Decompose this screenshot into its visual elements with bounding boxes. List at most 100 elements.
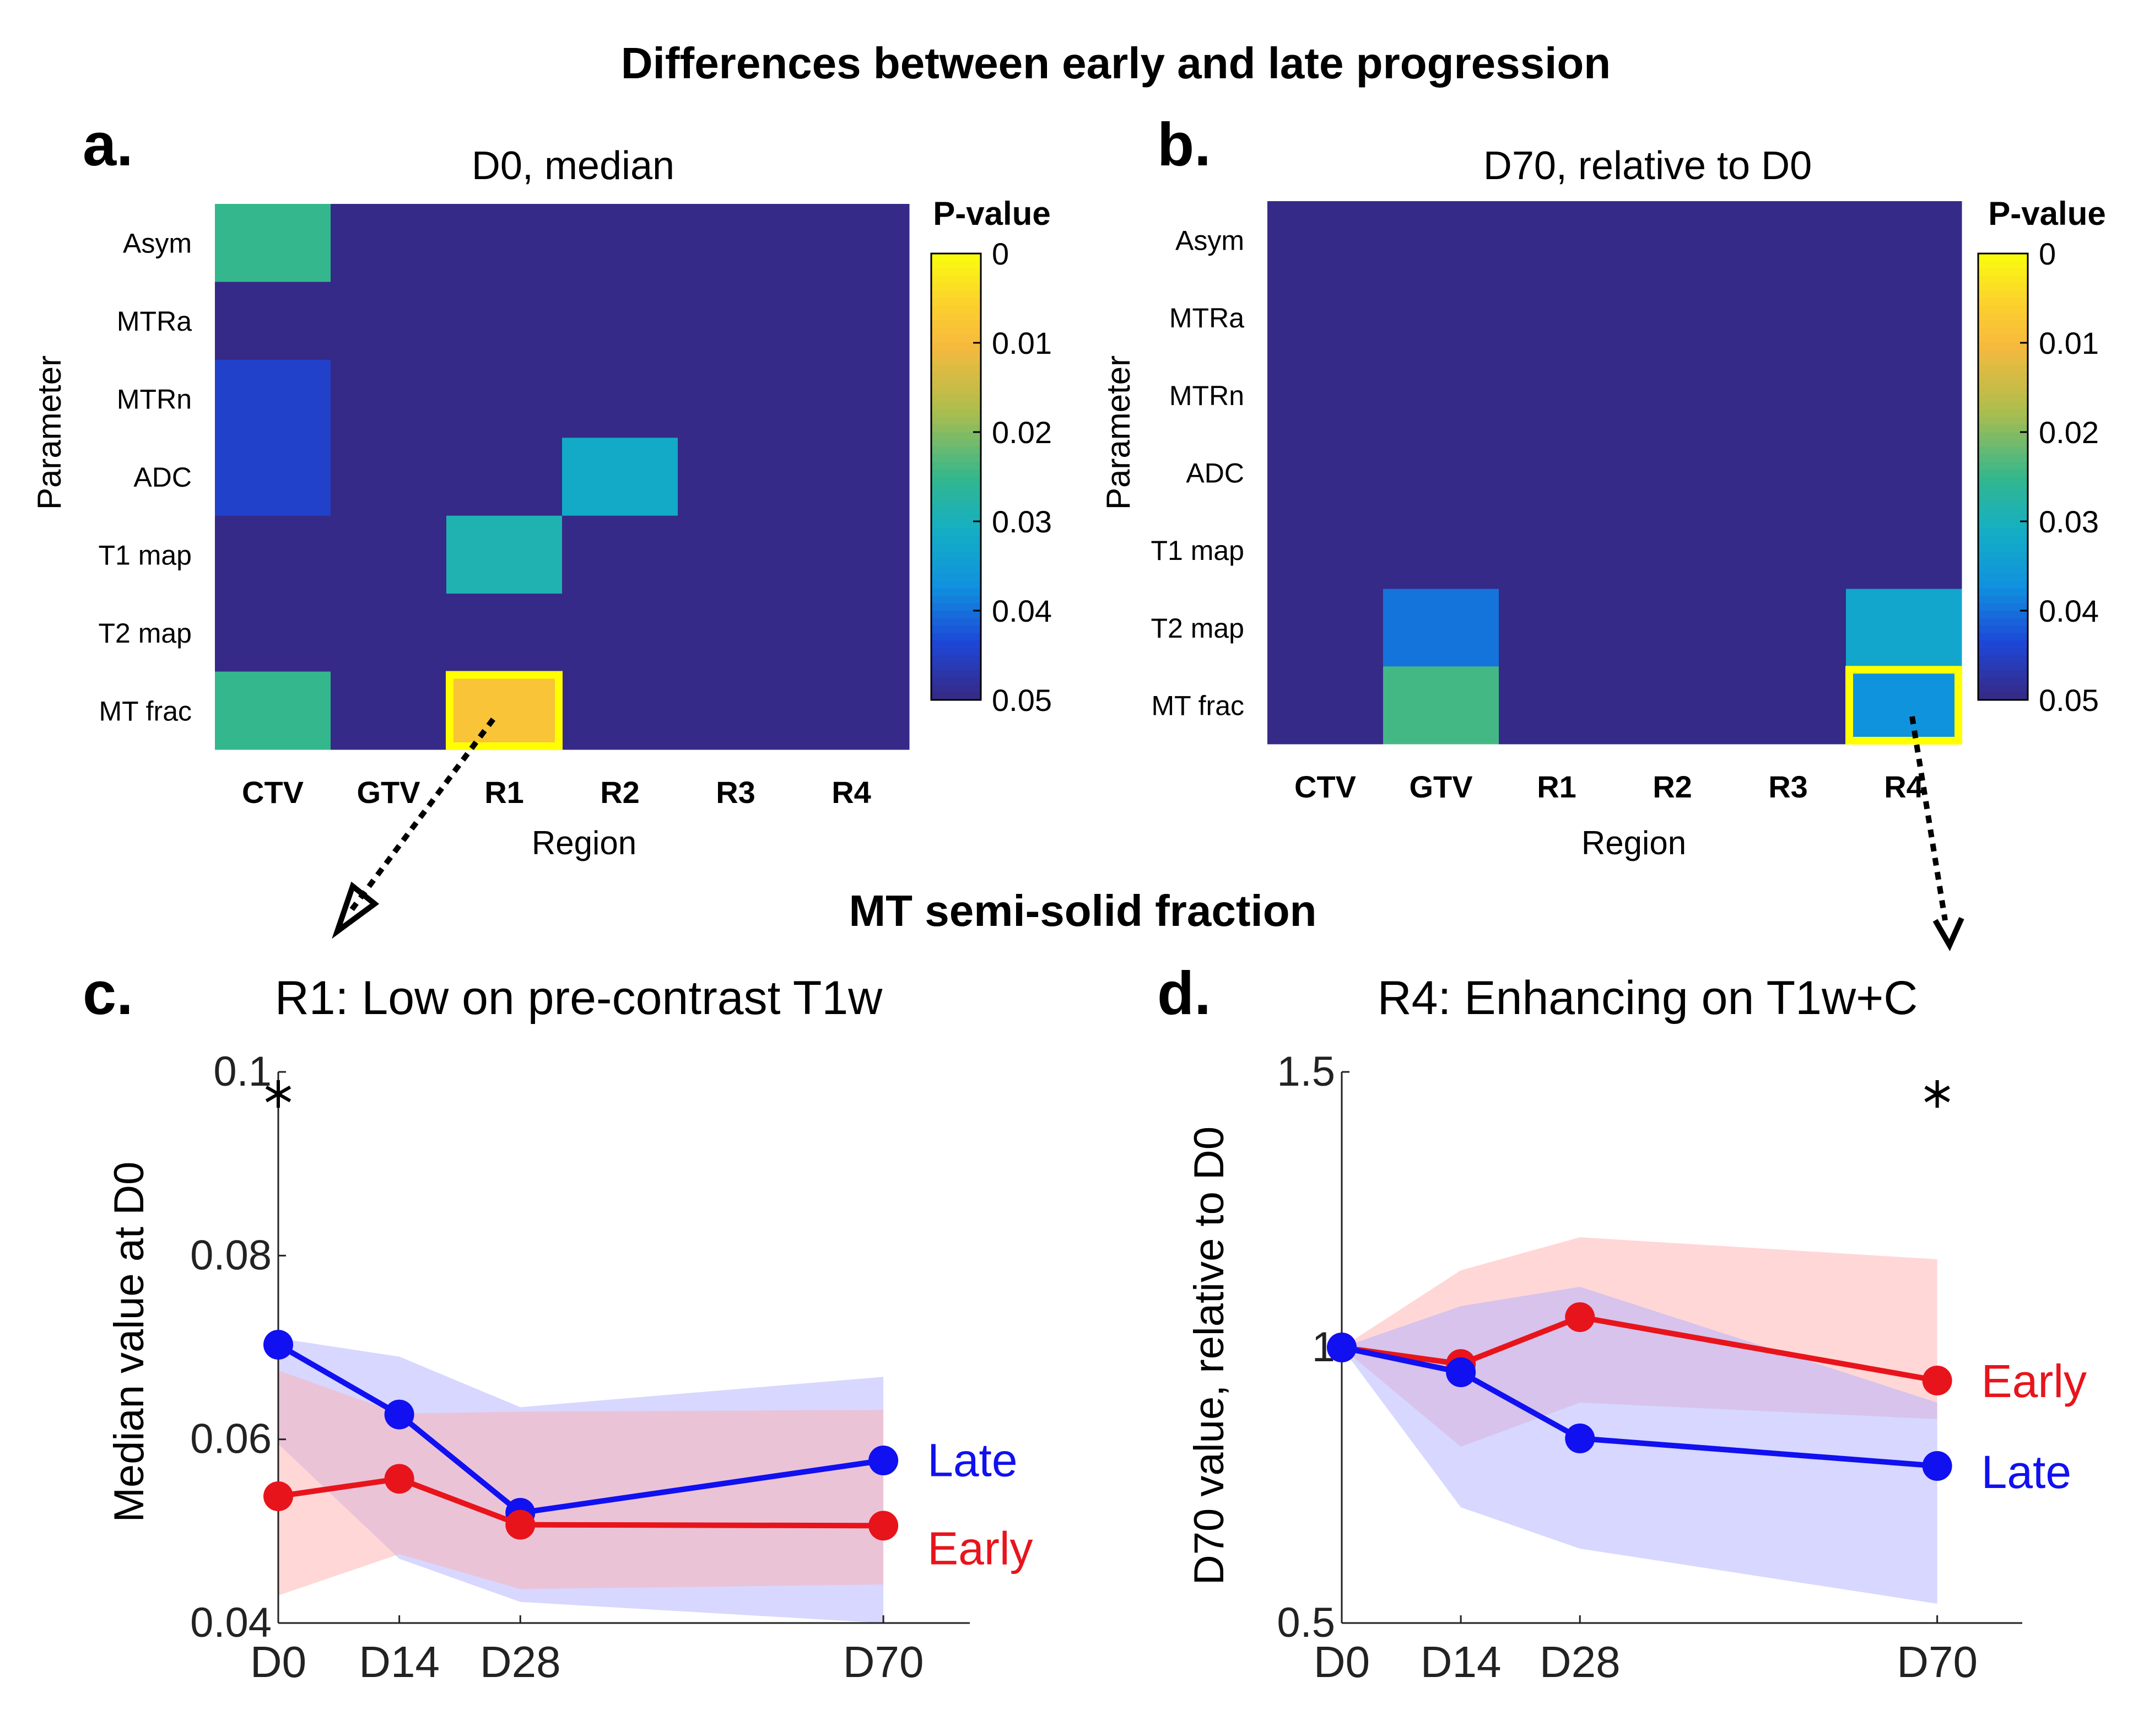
colorbar-a-segment: [931, 492, 981, 500]
heatmap-b-cell-T2-map-R1: [1499, 589, 1615, 667]
heatmap-b-cell-MTRn-GTV: [1383, 356, 1499, 434]
colorbar-b-segment: [1978, 677, 2028, 686]
line-c-point-early: [868, 1511, 899, 1541]
heatmap-b-cell-T2-map-R4: [1846, 589, 1962, 667]
heatmap-b-xlabel-CTV: CTV: [1294, 769, 1356, 804]
heatmap-a-cell-Asym-R2: [562, 204, 678, 282]
colorbar-b-segment: [1978, 298, 2028, 306]
colorbar-a-segment: [931, 261, 981, 269]
heatmap-a-cell-MTRa-R2: [562, 282, 678, 360]
colorbar-a-segment: [931, 640, 981, 649]
colorbar-a-segment: [931, 655, 981, 664]
heatmap-a-cell-MTRn-GTV: [331, 359, 447, 438]
heatmap-a-ylabel-Asym: Asym: [123, 228, 192, 259]
line-panel-c: c. R1: Low on pre-contrast T1w Median va…: [83, 959, 1033, 1686]
line-c-significance-asterisk: [265, 1080, 291, 1108]
colorbar-b-segment: [1978, 648, 2028, 656]
colorbar-b-segment: [1978, 469, 2028, 477]
line-c-point-early: [384, 1464, 414, 1494]
colorbar-b-segment: [1978, 454, 2028, 462]
colorbar-a-segment: [931, 439, 981, 448]
line-c-y-tick-label: 0.04: [190, 1599, 272, 1646]
line-d-significance-asterisk: [1924, 1080, 1950, 1108]
heatmap-b-cell-Asym-R1: [1499, 201, 1615, 279]
colorbar-b-segment: [1978, 261, 2028, 269]
line-c-legend-late: Late: [927, 1434, 1018, 1486]
heatmap-b-cell-Asym-GTV: [1383, 201, 1499, 279]
colorbar-b-segment: [1978, 551, 2028, 559]
heatmap-a-xlabel: Region: [532, 824, 636, 861]
colorbar-a-segment: [931, 350, 981, 358]
panel-label-c: c.: [83, 959, 133, 1027]
heatmap-panel-a: a. D0, median Asym MTRa MTRn ADC T1 map T2 ma…: [31, 111, 1052, 861]
colorbar-b-segment: [1978, 373, 2028, 381]
colorbar-a-segment: [931, 343, 981, 351]
heatmap-a-cell-Asym-R1: [446, 204, 563, 282]
colorbar-a-segment: [931, 290, 981, 299]
colorbar-a-segment: [931, 424, 981, 433]
colorbar-a-segment: [931, 543, 981, 552]
colorbar-b-segment: [1978, 380, 2028, 388]
colorbar-b-segment: [1978, 358, 2028, 366]
colorbar-a-segment: [931, 529, 981, 537]
colorbar-b-segment: [1978, 350, 2028, 358]
line-c-point-late: [384, 1399, 414, 1430]
line-c-y-tick-label: 0.1: [213, 1048, 272, 1095]
colorbar-b-segment: [1978, 596, 2028, 604]
colorbar-a-segment: [931, 477, 981, 485]
heatmap-b-cell-T1-map-CTV: [1267, 511, 1384, 590]
heatmap-a-xlabel-CTV: CTV: [242, 775, 304, 810]
heatmap-a-cell-T1-map-CTV: [215, 515, 331, 594]
colorbar-a-segment: [931, 254, 981, 262]
heatmap-b-cell-MTRa-GTV: [1383, 278, 1499, 357]
heatmap-b-cell-T2-map-R2: [1615, 589, 1731, 667]
colorbar-b-segment: [1978, 305, 2028, 314]
heatmap-a-cell-ADC-GTV: [331, 438, 447, 516]
heatmap-a-cell-T1-map-R4: [793, 515, 910, 594]
colorbar-a-segment: [931, 551, 981, 559]
colorbar-a-segment: [931, 335, 981, 343]
arrow-to-panel-d: [1909, 716, 1964, 951]
colorbar-b-segment: [1978, 633, 2028, 641]
heatmap-a-highlight-box: [446, 671, 563, 750]
heatmap-b-cell-MTRn-R1: [1499, 356, 1615, 434]
colorbar-b-segment: [1978, 395, 2028, 403]
colorbar-b-segment: [1978, 417, 2028, 425]
colorbar-a-segment: [931, 283, 981, 292]
heatmap-b-cell-MT-frac-GTV: [1383, 666, 1499, 745]
heatmap-a-xlabel-R1: R1: [484, 775, 524, 810]
heatmap-a-cell-T2-map-R4: [793, 594, 910, 672]
line-c-band-early: [278, 1370, 884, 1595]
heatmap-b-cell-MTRa-CTV: [1267, 278, 1384, 357]
colorbar-a-segment: [931, 596, 981, 604]
heatmap-a-cell-MT-frac-R3: [678, 671, 794, 750]
line-d-x-tick-label: D28: [1540, 1637, 1621, 1686]
colorbar-b-segment: [1978, 290, 2028, 299]
heatmap-b-cell-MT-frac-R1: [1499, 666, 1615, 745]
colorbar-a-segment: [931, 662, 981, 671]
colorbar-a-segment: [931, 298, 981, 306]
colorbar-b-tick-label: 0.04: [2039, 594, 2099, 628]
heatmap-b-cell-MTRa-R3: [1730, 278, 1846, 357]
colorbar-a-segment: [931, 536, 981, 544]
colorbar-b-segment: [1978, 536, 2028, 544]
colorbar-a-tick-label: 0: [992, 236, 1009, 271]
colorbar-b-segment: [1978, 618, 2028, 626]
colorbar-b-segment: [1978, 521, 2028, 530]
heatmap-b-cell-MT-frac-R4: [1846, 666, 1962, 745]
colorbar-a-segment: [931, 611, 981, 619]
colorbar-a-segment: [931, 618, 981, 626]
line-d-y-tick-label: 1.5: [1277, 1048, 1335, 1095]
colorbar-a-segment: [931, 387, 981, 396]
line-c-point-early: [263, 1481, 293, 1511]
heatmap-a-title: D0, median: [472, 144, 674, 188]
heatmap-a-cell-T1-map-R2: [562, 515, 678, 594]
colorbar-b-segment: [1978, 402, 2028, 411]
colorbar-b-segment: [1978, 514, 2028, 522]
colorbar-a-tick-label: 0.03: [992, 504, 1052, 539]
heatmap-b-cell-MTRn-R3: [1730, 356, 1846, 434]
heatmap-a-cell-T2-map-CTV: [215, 594, 331, 672]
colorbar-a-segment: [931, 358, 981, 366]
colorbar-a-segment: [931, 506, 981, 515]
heatmap-a-ylabel-T1-map: T1 map: [98, 540, 192, 570]
